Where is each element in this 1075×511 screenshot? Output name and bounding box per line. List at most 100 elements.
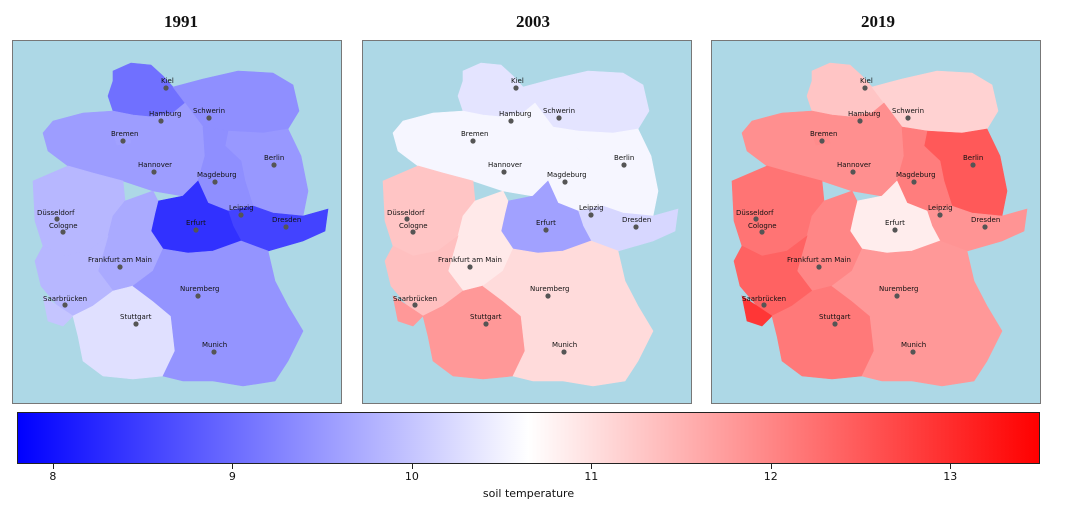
city-label: Nuremberg xyxy=(530,285,569,293)
city-label: Bremen xyxy=(810,130,837,138)
state-region-hb xyxy=(462,130,482,146)
city-marker xyxy=(753,216,759,222)
city-marker xyxy=(120,138,126,144)
city-label: Saarbrücken xyxy=(43,295,87,303)
city-label: Erfurt xyxy=(186,219,206,227)
state-region-sh xyxy=(107,62,186,118)
city-label: Magdeburg xyxy=(197,171,237,179)
colorbar-tick xyxy=(950,464,952,469)
city-label: Saarbrücken xyxy=(393,295,437,303)
city-label: Berlin xyxy=(614,154,634,162)
city-marker xyxy=(816,264,822,270)
city-label: Frankfurt am Main xyxy=(787,256,851,264)
city-marker xyxy=(857,118,863,124)
state-region-hb xyxy=(112,130,132,146)
city-marker xyxy=(271,162,277,168)
city-marker xyxy=(562,179,568,185)
city-marker xyxy=(410,229,416,235)
city-marker xyxy=(761,302,767,308)
city-marker xyxy=(483,321,489,327)
city-label: Nuremberg xyxy=(879,285,918,293)
map-panel-2003: Kiel Hamburg Schwerin Bremen Berlin Hannover M… xyxy=(362,40,692,404)
city-marker xyxy=(970,162,976,168)
state-region-by xyxy=(831,240,1003,387)
city-marker xyxy=(759,229,765,235)
city-label: Cologne xyxy=(399,222,428,230)
colorbar-tick xyxy=(52,464,54,469)
city-label: Magdeburg xyxy=(896,171,936,179)
state-region-by xyxy=(132,240,304,387)
city-marker xyxy=(508,118,514,124)
city-marker xyxy=(588,212,594,218)
city-label: Schwerin xyxy=(543,107,575,115)
city-marker xyxy=(54,216,60,222)
panel-title-1991: 1991 xyxy=(164,12,198,31)
city-label: Hannover xyxy=(138,161,172,169)
city-label: Frankfurt am Main xyxy=(88,256,152,264)
city-label: Düsseldorf xyxy=(37,209,75,217)
city-marker xyxy=(561,349,567,355)
city-marker xyxy=(819,138,825,144)
city-marker xyxy=(158,118,164,124)
city-label: Cologne xyxy=(748,222,777,230)
colorbar-tick xyxy=(232,464,234,469)
city-label: Erfurt xyxy=(536,219,556,227)
state-region-by xyxy=(482,240,654,387)
city-marker xyxy=(212,179,218,185)
city-label: Hamburg xyxy=(848,110,880,118)
germany-map: Kiel Hamburg Schwerin Bremen Berlin Hannover M… xyxy=(32,62,329,387)
city-label: Berlin xyxy=(264,154,284,162)
city-marker xyxy=(283,224,289,230)
city-marker xyxy=(937,212,943,218)
city-label: Hannover xyxy=(837,161,871,169)
city-marker xyxy=(633,224,639,230)
city-label: Nuremberg xyxy=(180,285,219,293)
city-label: Dresden xyxy=(971,216,1000,224)
city-label: Leipzig xyxy=(928,204,953,212)
city-label: Magdeburg xyxy=(547,171,587,179)
city-marker xyxy=(151,169,157,175)
city-marker xyxy=(195,293,201,299)
city-marker xyxy=(206,115,212,121)
city-marker xyxy=(117,264,123,270)
panel-title-2019: 2019 xyxy=(861,12,895,31)
city-label: Erfurt xyxy=(885,219,905,227)
map-panel-1991: Kiel Hamburg Schwerin Bremen Berlin Hannover M… xyxy=(12,40,342,404)
colorbar-tick-label: 8 xyxy=(49,470,57,483)
colorbar-tick-label: 13 xyxy=(943,470,958,483)
colorbar-tick-label: 12 xyxy=(763,470,778,483)
city-marker xyxy=(543,227,549,233)
map-panel-2019: Kiel Hamburg Schwerin Bremen Berlin Hannover M… xyxy=(711,40,1041,404)
city-marker xyxy=(892,227,898,233)
city-marker xyxy=(133,321,139,327)
city-label: Dresden xyxy=(272,216,301,224)
city-marker xyxy=(467,264,473,270)
city-marker xyxy=(982,224,988,230)
colorbar-tick-label: 9 xyxy=(228,470,236,483)
city-marker xyxy=(850,169,856,175)
city-label: Stuttgart xyxy=(120,313,152,321)
city-marker xyxy=(193,227,199,233)
city-label: Stuttgart xyxy=(819,313,851,321)
city-label: Dresden xyxy=(622,216,651,224)
state-region-sl xyxy=(42,295,74,327)
germany-map: Kiel Hamburg Schwerin Bremen Berlin Hannover M… xyxy=(382,62,679,387)
city-marker xyxy=(404,216,410,222)
colorbar-tick-label: 10 xyxy=(404,470,419,483)
city-label: Stuttgart xyxy=(470,313,502,321)
germany-map: Kiel Hamburg Schwerin Bremen Berlin Hannover M… xyxy=(731,62,1028,387)
city-marker xyxy=(910,349,916,355)
state-region-sh xyxy=(806,62,885,118)
city-marker xyxy=(556,115,562,121)
city-marker xyxy=(211,349,217,355)
city-label: Leipzig xyxy=(229,204,254,212)
colorbar-label: soil temperature xyxy=(482,487,575,500)
city-label: Düsseldorf xyxy=(387,209,425,217)
colorbar-tick xyxy=(411,464,413,469)
city-marker xyxy=(60,229,66,235)
city-marker xyxy=(62,302,68,308)
city-marker xyxy=(545,293,551,299)
city-marker xyxy=(412,302,418,308)
city-label: Berlin xyxy=(963,154,983,162)
city-marker xyxy=(905,115,911,121)
